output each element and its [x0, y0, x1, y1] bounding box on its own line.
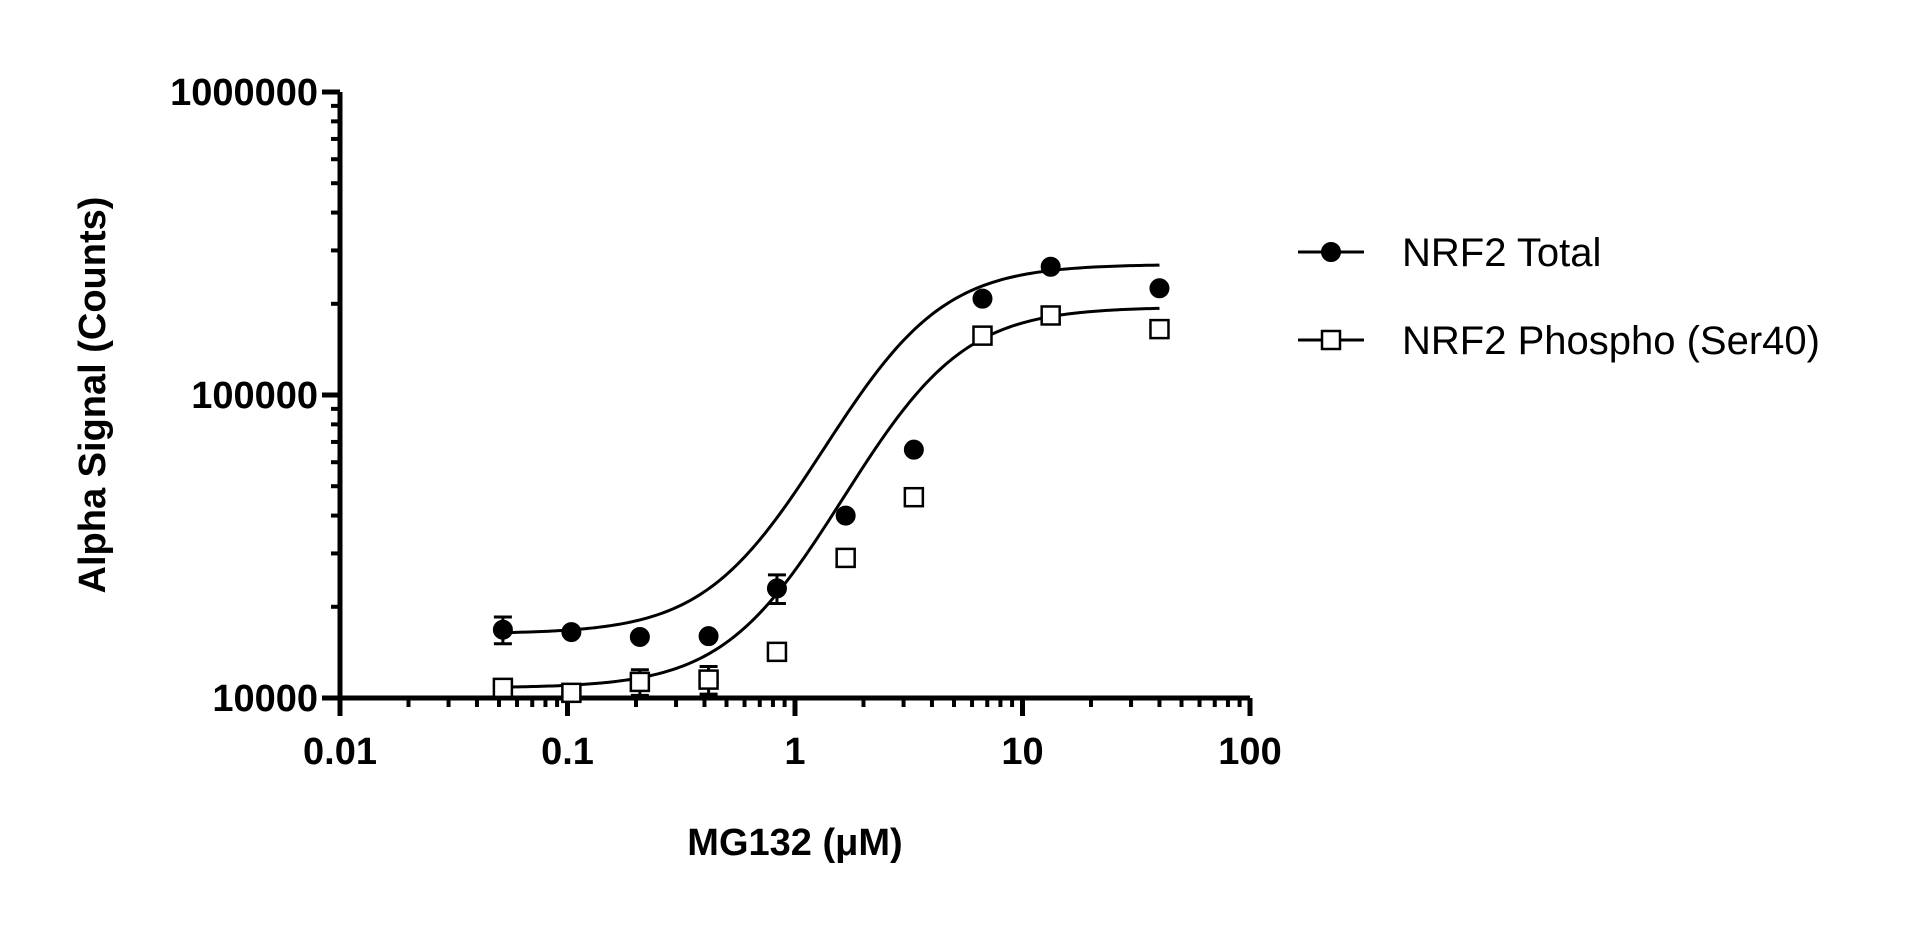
data-point: [561, 682, 582, 704]
legend-label: NRF2 Total: [1402, 231, 1601, 275]
y-tick-label: 100000: [191, 375, 318, 417]
fit-curves: [502, 263, 1160, 689]
fit-curve: [502, 263, 1160, 635]
y-tick-label: 1000000: [170, 72, 318, 114]
data-point: [1149, 278, 1170, 299]
data-point: [1149, 318, 1170, 340]
data-point: [561, 622, 582, 643]
data-point: [1040, 256, 1061, 277]
axes: 0.01 0.1 1 10 100 10000 100000 1000000: [170, 72, 1282, 773]
data-point: [492, 619, 513, 640]
data-point: [835, 547, 856, 569]
data-point: [766, 578, 787, 599]
x-tick-label: 0.1: [541, 731, 594, 773]
y-axis-title: Alpha Signal (Counts): [72, 197, 114, 594]
x-tick-label: 100: [1218, 731, 1281, 773]
data-point: [1040, 305, 1061, 326]
x-tick-label: 0.01: [303, 731, 377, 773]
data-points: [492, 256, 1170, 704]
legend-marker: [1321, 242, 1341, 262]
data-point: [698, 626, 719, 647]
data-point: [492, 677, 514, 699]
data-point: [835, 505, 856, 526]
fit-curve: [502, 306, 1160, 689]
x-tick-label: 1: [784, 731, 805, 773]
data-point: [629, 671, 651, 693]
data-point: [903, 439, 924, 460]
data-point: [698, 669, 719, 690]
data-point: [766, 641, 788, 663]
data-point: [972, 288, 993, 309]
data-point: [972, 325, 993, 346]
y-tick-label: 10000: [212, 678, 318, 720]
x-tick-label: 10: [1001, 731, 1043, 773]
data-point: [903, 486, 925, 508]
x-axis-title: MG132 (μM): [687, 822, 902, 864]
legend-label: NRF2 Phospho (Ser40): [1402, 319, 1820, 363]
legend-marker: [1320, 329, 1342, 351]
legend: NRF2 Total NRF2 Phospho (Ser40): [1298, 231, 1820, 363]
data-point: [629, 626, 650, 647]
